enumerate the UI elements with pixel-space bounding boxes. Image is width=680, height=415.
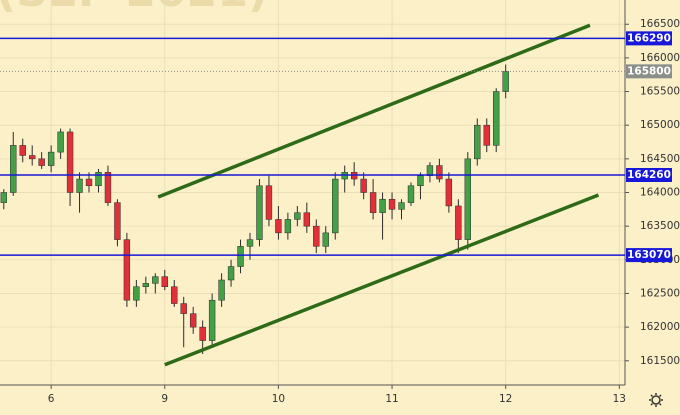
candle-body bbox=[85, 178, 93, 187]
candle-body bbox=[10, 145, 17, 193]
candle-body bbox=[57, 131, 64, 153]
candle-body bbox=[303, 212, 311, 227]
y-tick-label: 164500 bbox=[640, 153, 680, 165]
level-box bbox=[626, 248, 672, 263]
x-tick-label: 6 bbox=[48, 393, 55, 405]
level-box bbox=[626, 31, 672, 46]
candle-body bbox=[171, 286, 178, 304]
candle-body bbox=[29, 155, 36, 160]
candle-body bbox=[455, 205, 462, 240]
candle-body bbox=[284, 219, 292, 234]
x-tick-label: 10 bbox=[272, 393, 285, 405]
candle-body bbox=[180, 303, 187, 314]
candle-body bbox=[502, 71, 509, 92]
candle-body bbox=[189, 313, 197, 328]
candle-body bbox=[104, 172, 112, 203]
candle-body bbox=[322, 232, 329, 247]
candle-body bbox=[426, 165, 434, 176]
candle-body bbox=[161, 276, 168, 287]
candle-body bbox=[133, 286, 140, 301]
y-tick-label: 163500 bbox=[640, 220, 680, 232]
level-label: 166290 bbox=[627, 32, 671, 44]
candle-body bbox=[66, 131, 74, 193]
candle-body bbox=[360, 178, 367, 193]
candle-body bbox=[436, 165, 443, 180]
candle-body bbox=[388, 198, 396, 210]
candle-body bbox=[38, 158, 45, 166]
x-tick-label: 11 bbox=[385, 393, 398, 405]
candle-body bbox=[474, 124, 481, 160]
candle-body bbox=[142, 283, 150, 287]
candle-body bbox=[369, 192, 377, 213]
y-tick-label: 162000 bbox=[640, 321, 680, 333]
candle-body bbox=[379, 198, 386, 213]
candle-body bbox=[294, 212, 301, 220]
candle-body bbox=[445, 178, 453, 207]
x-tick-label: 9 bbox=[161, 393, 168, 405]
candle-body bbox=[493, 91, 500, 146]
watermark: (SEP 2021) bbox=[0, 0, 268, 17]
y-tick-label: 165500 bbox=[640, 86, 680, 98]
candle-body bbox=[246, 239, 254, 247]
candle-body bbox=[76, 178, 83, 193]
last-price-box bbox=[626, 64, 672, 79]
candle-body bbox=[407, 185, 415, 203]
candle-body bbox=[123, 239, 131, 301]
y-tick-label: 166500 bbox=[640, 18, 680, 30]
x-tick-label: 13 bbox=[613, 393, 626, 405]
candle-body bbox=[114, 202, 121, 240]
settings-icon[interactable] bbox=[649, 393, 663, 407]
y-tick-label: 164000 bbox=[640, 187, 680, 199]
trend-line bbox=[164, 193, 600, 367]
level-label: 164260 bbox=[627, 169, 671, 181]
y-tick-label: 161500 bbox=[640, 355, 680, 367]
y-tick-label: 165000 bbox=[640, 119, 680, 131]
trend-line bbox=[157, 23, 591, 199]
y-tick-label: 166000 bbox=[640, 52, 680, 64]
candle-body bbox=[417, 175, 424, 187]
candle-body bbox=[483, 124, 490, 146]
level-label: 163070 bbox=[627, 249, 671, 261]
candle-body bbox=[313, 225, 320, 247]
candle-body bbox=[237, 246, 244, 267]
y-tick-label: 162500 bbox=[640, 287, 680, 299]
candle-body bbox=[398, 202, 405, 210]
candle-body bbox=[19, 145, 26, 156]
candle-body bbox=[95, 172, 102, 187]
candle-body bbox=[218, 279, 225, 301]
candle-body bbox=[332, 178, 339, 234]
level-box bbox=[626, 168, 672, 182]
candle-body bbox=[47, 151, 55, 166]
candle-body bbox=[199, 326, 206, 341]
x-tick-label: 12 bbox=[499, 393, 512, 405]
candle-body bbox=[208, 299, 216, 341]
candle-body bbox=[0, 192, 7, 203]
candle-body bbox=[464, 158, 471, 240]
candle-body bbox=[227, 266, 235, 281]
candle-body bbox=[256, 185, 263, 240]
last-price-label: 165800 bbox=[627, 65, 671, 77]
candle-body bbox=[152, 276, 159, 284]
candle-body bbox=[275, 219, 282, 234]
candle-body bbox=[265, 185, 273, 220]
